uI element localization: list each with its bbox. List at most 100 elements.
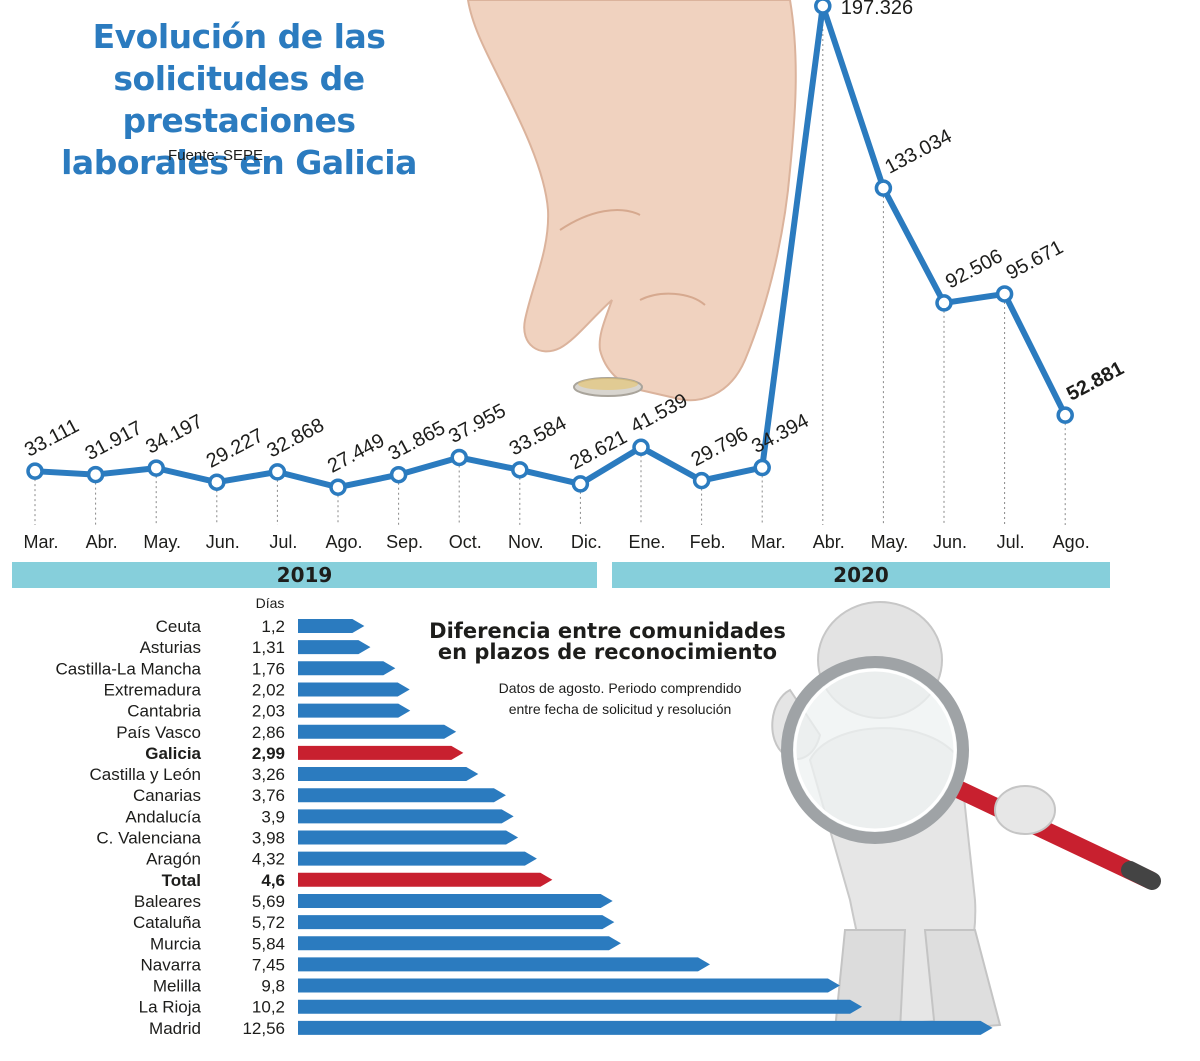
bar bbox=[298, 999, 863, 1014]
category-label: Andalucía bbox=[125, 807, 201, 826]
x-tick-label: Mar. bbox=[751, 532, 786, 552]
data-label: 31.865 bbox=[385, 417, 449, 465]
category-label: País Vasco bbox=[116, 723, 201, 742]
bar-value-header: Días bbox=[255, 595, 285, 611]
value-label: 2,86 bbox=[252, 723, 285, 742]
data-label: 92.506 bbox=[942, 245, 1006, 293]
value-label: 4,6 bbox=[261, 871, 285, 890]
bar-title-line: Diferencia entre comunidades bbox=[429, 619, 786, 643]
data-point bbox=[935, 294, 953, 312]
data-label: 37.955 bbox=[445, 400, 509, 448]
year-label-2019: 2019 bbox=[12, 562, 597, 588]
category-label: Asturias bbox=[140, 638, 201, 657]
bar bbox=[298, 936, 621, 951]
bar-chart: Ceuta 1,2 Asturias 1,31 Castilla-La Mancha 1,… bbox=[55, 617, 993, 1038]
data-label: 33.584 bbox=[506, 412, 570, 460]
x-tick-label: Mar. bbox=[23, 532, 58, 552]
data-label: 33.111 bbox=[21, 415, 83, 462]
category-label: Melilla bbox=[153, 977, 202, 996]
value-label: 5,69 bbox=[252, 892, 285, 911]
year-label-2020: 2020 bbox=[612, 562, 1110, 588]
figure-with-magnifier-icon bbox=[771, 601, 1161, 1032]
data-label: 29.227 bbox=[203, 424, 267, 472]
category-label: Madrid bbox=[149, 1019, 201, 1038]
bar bbox=[298, 893, 613, 908]
value-label: 1,31 bbox=[252, 638, 285, 657]
x-tick-label: Sep. bbox=[386, 532, 423, 552]
value-label: 2,02 bbox=[252, 680, 285, 699]
bar-note-line: entre fecha de solicitud y resolución bbox=[508, 701, 732, 717]
category-label: Canarias bbox=[133, 786, 201, 805]
x-tick-label: Nov. bbox=[508, 532, 544, 552]
value-label: 3,9 bbox=[261, 807, 285, 826]
data-label: 32.868 bbox=[263, 414, 327, 462]
data-label: 95.671 bbox=[1003, 236, 1067, 284]
value-label: 12,56 bbox=[242, 1019, 285, 1038]
bar bbox=[298, 978, 840, 993]
x-tick-label: Abr. bbox=[813, 532, 845, 552]
category-label: Baleares bbox=[134, 892, 201, 911]
data-label: 133.034 bbox=[881, 125, 955, 178]
title-line: laborales en Galicia bbox=[61, 143, 417, 182]
x-tick-label: Jun. bbox=[206, 532, 240, 552]
data-point bbox=[208, 473, 226, 491]
data-label: 28.621 bbox=[566, 426, 630, 474]
data-point bbox=[753, 458, 771, 477]
category-label: Extremadura bbox=[104, 680, 202, 699]
x-tick-label: Dic. bbox=[571, 532, 602, 552]
bar bbox=[298, 661, 396, 676]
category-label: Cantabria bbox=[127, 702, 201, 721]
bar-note-line: Datos de agosto. Periodo comprendido bbox=[498, 680, 742, 696]
value-label: 5,84 bbox=[252, 934, 285, 953]
category-label: Galicia bbox=[145, 744, 201, 763]
value-label: 2,99 bbox=[252, 744, 285, 763]
data-point bbox=[692, 471, 711, 490]
x-tick-label: May. bbox=[143, 532, 181, 552]
data-label: 197.326 bbox=[841, 0, 913, 19]
value-label: 3,98 bbox=[252, 829, 285, 848]
data-label: 31.917 bbox=[82, 417, 146, 465]
bar-chart-note: Datos de agosto. Periodo comprendido ent… bbox=[455, 678, 785, 720]
data-point bbox=[268, 463, 287, 481]
value-label: 2,03 bbox=[252, 702, 285, 721]
value-label: 1,2 bbox=[261, 617, 285, 636]
bar bbox=[298, 682, 410, 697]
data-point bbox=[874, 179, 893, 197]
data-point bbox=[389, 465, 408, 484]
data-label: 52.881 bbox=[1063, 357, 1127, 405]
x-tick-label: Ene. bbox=[628, 532, 665, 552]
x-tick-label: Ago. bbox=[325, 532, 362, 552]
series-line bbox=[34, 2, 1068, 491]
bar bbox=[298, 957, 710, 972]
category-label: Aragón bbox=[146, 850, 201, 869]
bar bbox=[298, 830, 519, 845]
category-label: Cataluña bbox=[133, 913, 202, 932]
value-label: 1,76 bbox=[252, 659, 285, 678]
category-label: Navarra bbox=[141, 955, 202, 974]
x-tick-label: May. bbox=[871, 532, 909, 552]
bar bbox=[298, 915, 615, 930]
bar bbox=[298, 703, 411, 718]
data-point bbox=[86, 465, 105, 484]
bar bbox=[298, 788, 506, 803]
x-tick-label: Abr. bbox=[86, 532, 118, 552]
value-label: 3,76 bbox=[252, 786, 285, 805]
category-label: Total bbox=[162, 871, 201, 890]
bar bbox=[298, 851, 537, 866]
hand-with-coin-icon bbox=[466, 0, 797, 402]
bar bbox=[298, 767, 479, 782]
data-point bbox=[450, 448, 468, 467]
data-label: 34.197 bbox=[142, 410, 206, 458]
value-label: 9,8 bbox=[261, 977, 285, 996]
data-label: 27.449 bbox=[324, 429, 388, 477]
x-tick-label: Jun. bbox=[933, 532, 967, 552]
bar bbox=[298, 809, 514, 824]
data-point bbox=[1056, 406, 1074, 424]
data-point bbox=[571, 475, 590, 493]
category-label: C. Valenciana bbox=[96, 829, 201, 848]
value-label: 7,45 bbox=[252, 955, 285, 974]
bar bbox=[298, 872, 553, 887]
category-label: La Rioja bbox=[139, 998, 202, 1017]
category-label: Castilla-La Mancha bbox=[55, 659, 201, 678]
